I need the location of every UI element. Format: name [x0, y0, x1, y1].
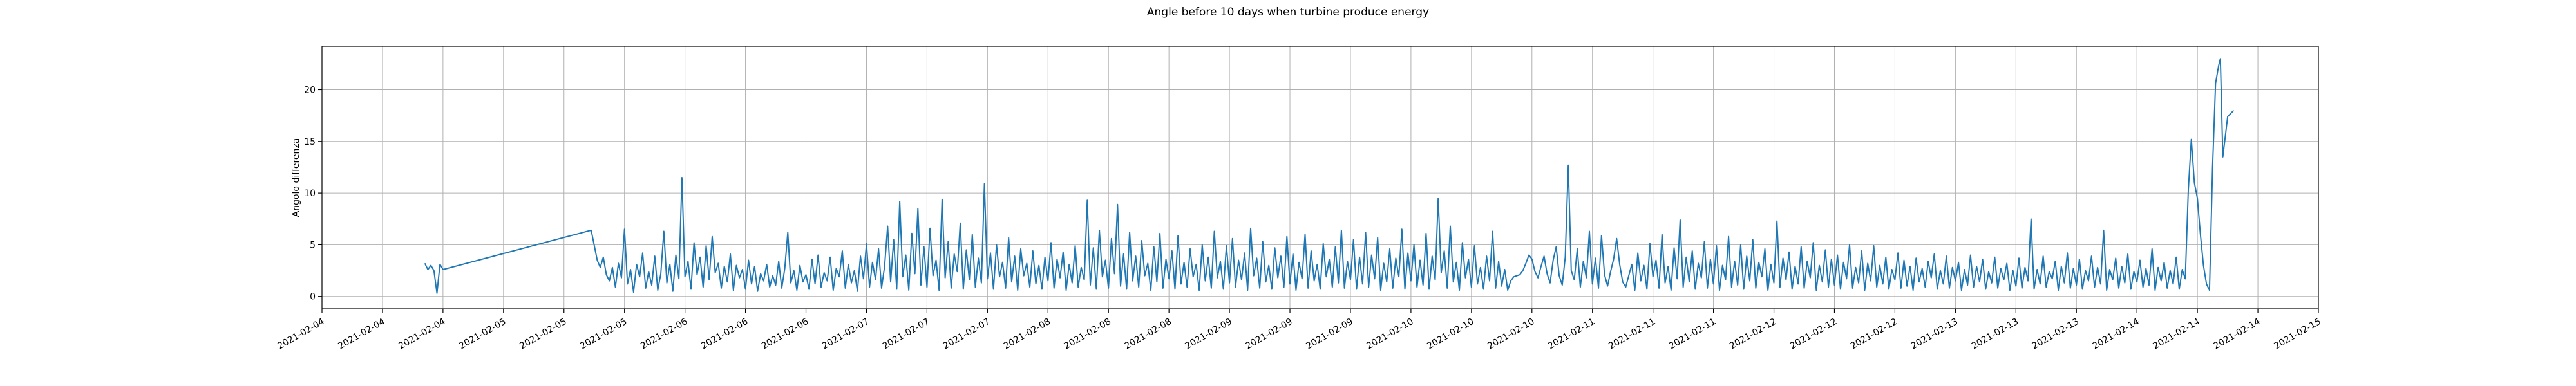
- series-line: [424, 58, 2235, 294]
- y-axis-label: Angolo differenza: [291, 138, 301, 217]
- series-layer: [424, 58, 2235, 294]
- y-tick-label: 5: [310, 240, 316, 250]
- grid-layer: [321, 46, 2319, 309]
- y-tick-label: 15: [304, 137, 316, 147]
- plot-frame: [321, 46, 2319, 309]
- chart-title: Angle before 10 days when turbine produc…: [1147, 6, 1429, 19]
- y-tick-label: 10: [304, 188, 316, 199]
- y-tick-label: 0: [310, 292, 316, 302]
- y-tick-label: 20: [304, 85, 316, 95]
